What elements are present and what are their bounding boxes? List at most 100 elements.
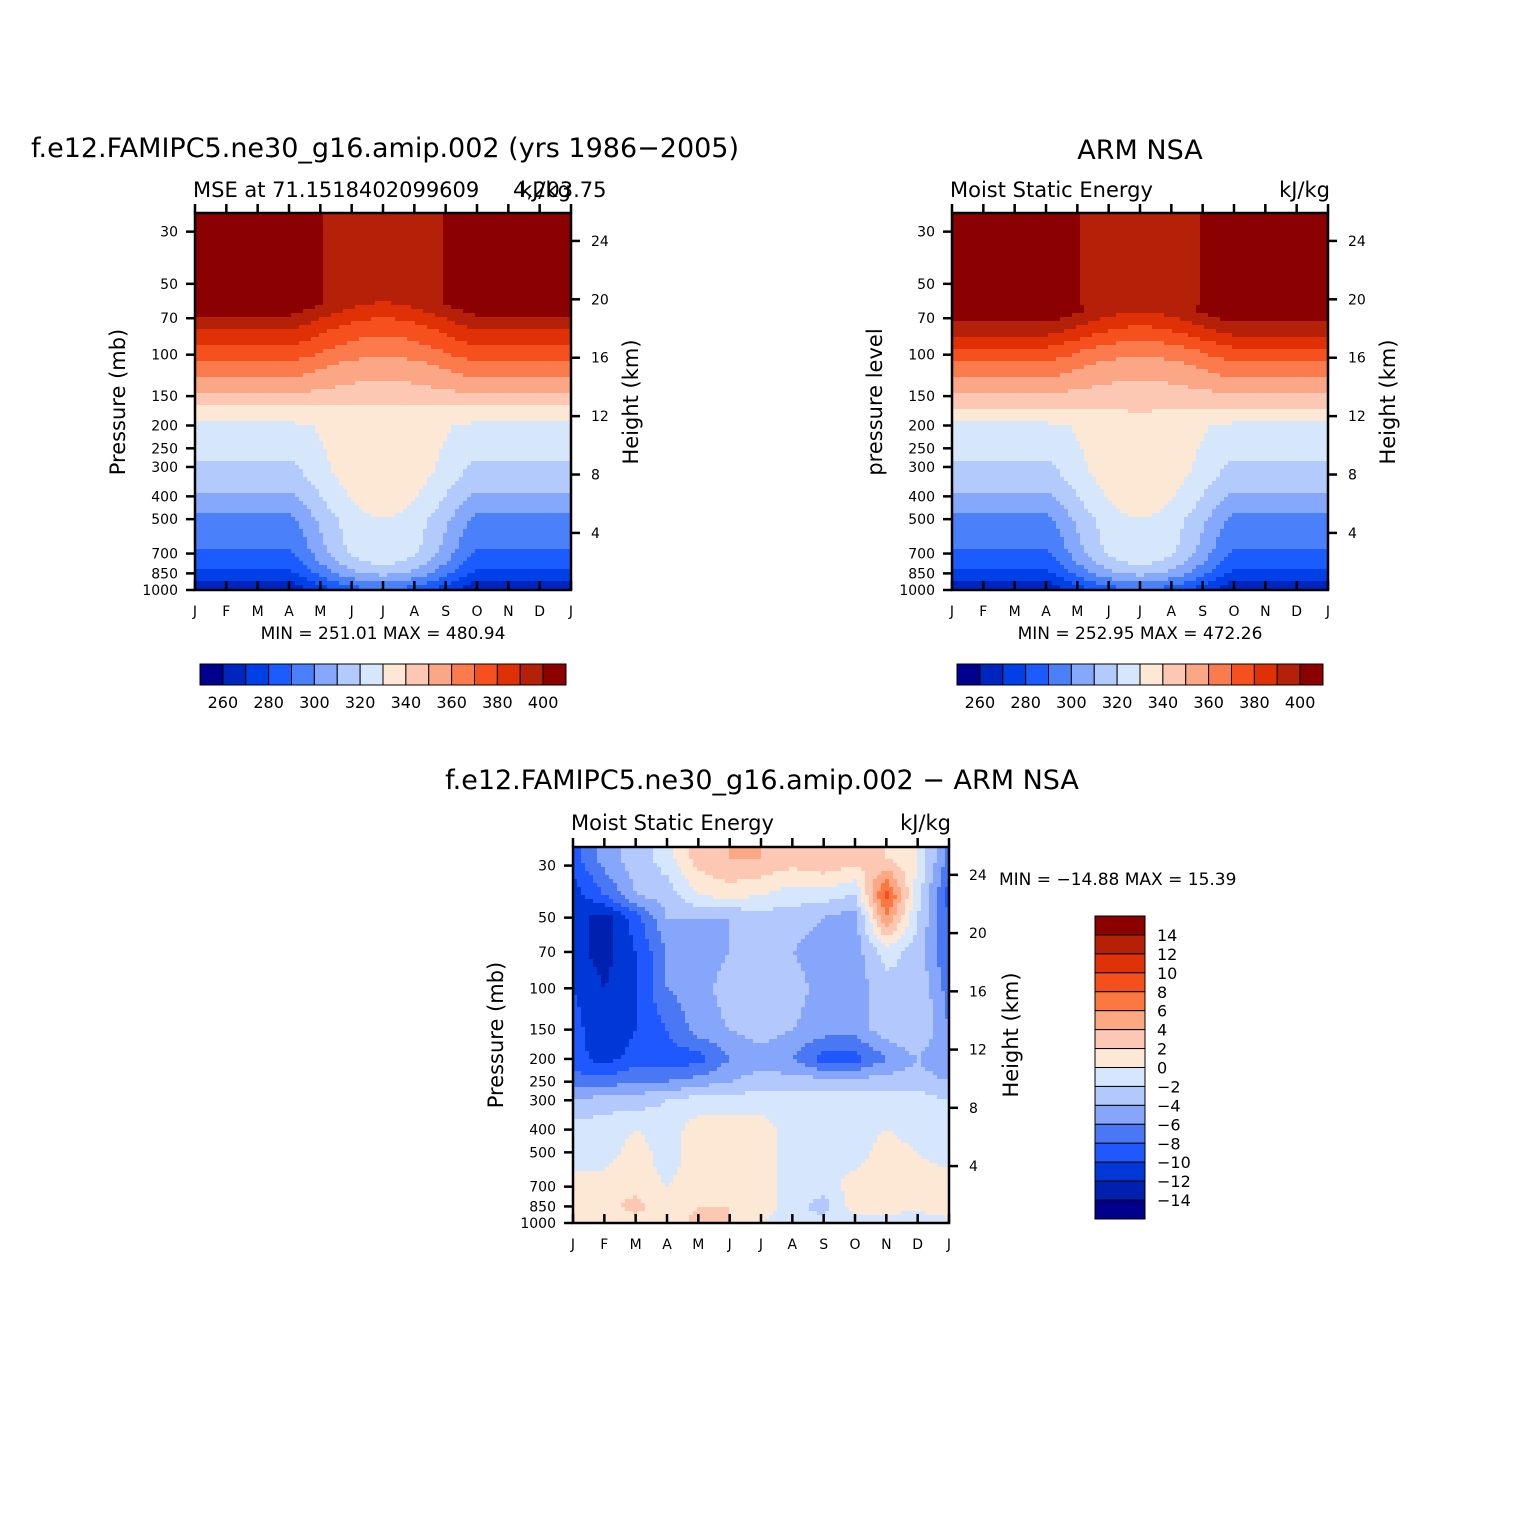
contour-cell	[379, 281, 384, 286]
contour-cell	[363, 341, 368, 346]
contour-cell	[383, 253, 388, 258]
contour-cell	[455, 213, 460, 218]
contour-cell	[283, 277, 288, 282]
contour-cell	[511, 249, 516, 254]
contour-cell	[339, 249, 344, 254]
contour-cell	[375, 297, 380, 302]
contour-cell	[243, 333, 248, 338]
panel-model-title: f.e12.FAMIPC5.ne30_g16.amip.002 (yrs 198…	[31, 133, 739, 164]
contour-cell	[219, 397, 224, 402]
contour-cell	[467, 241, 472, 246]
contour-cell	[411, 417, 416, 422]
contour-cell	[559, 237, 564, 242]
contour-cell	[499, 333, 504, 338]
contour-cell	[447, 305, 452, 310]
contour-cell	[415, 397, 420, 402]
contour-cell	[547, 317, 552, 322]
contour-cell	[375, 301, 380, 306]
contour-cell	[227, 297, 232, 302]
contour-cell	[551, 353, 556, 358]
contour-cell	[487, 405, 492, 410]
contour-cell	[503, 289, 508, 294]
contour-cell	[283, 293, 288, 298]
contour-cell	[271, 217, 276, 222]
contour-cell	[411, 253, 416, 258]
contour-cell	[247, 277, 252, 282]
contour-cell	[507, 273, 512, 278]
contour-cell	[527, 269, 532, 274]
contour-cell	[235, 281, 240, 286]
contour-cell	[559, 281, 564, 286]
contour-cell	[279, 217, 284, 222]
contour-cell	[423, 217, 428, 222]
contour-cell	[363, 237, 368, 242]
contour-cell	[311, 373, 316, 378]
contour-cell	[303, 397, 308, 402]
contour-cell	[323, 325, 328, 330]
contour-cell	[263, 321, 268, 326]
contour-cell	[243, 289, 248, 294]
contour-cell	[499, 245, 504, 250]
contour-cell	[203, 301, 208, 306]
contour-cell	[255, 273, 260, 278]
contour-cell	[495, 365, 500, 370]
contour-cell	[303, 349, 308, 354]
contour-cell	[307, 369, 312, 374]
contour-cell	[295, 393, 300, 398]
contour-cell	[219, 277, 224, 282]
contour-cell	[395, 401, 400, 406]
contour-cell	[375, 253, 380, 258]
contour-cell	[367, 417, 372, 422]
contour-cell	[451, 325, 456, 330]
contour-cell	[407, 273, 412, 278]
contour-cell	[247, 333, 252, 338]
contour-cell	[219, 249, 224, 254]
contour-cell	[495, 417, 500, 422]
contour-cell	[487, 277, 492, 282]
contour-cell	[567, 301, 571, 306]
contour-cell	[239, 337, 244, 342]
contour-cell	[323, 237, 328, 242]
contour-cell	[239, 249, 244, 254]
contour-cell	[283, 333, 288, 338]
contour-cell	[543, 401, 548, 406]
contour-cell	[199, 349, 204, 354]
contour-cell	[227, 397, 232, 402]
contour-cell	[271, 381, 276, 386]
contour-cell	[491, 381, 496, 386]
contour-cell	[515, 357, 520, 362]
contour-cell	[251, 377, 256, 382]
contour-cell	[423, 393, 428, 398]
contour-cell	[351, 285, 356, 290]
contour-cell	[199, 409, 204, 414]
contour-cell	[227, 289, 232, 294]
contour-cell	[227, 357, 232, 362]
contour-cell	[275, 257, 280, 262]
contour-cell	[271, 405, 276, 410]
contour-cell	[407, 241, 412, 246]
contour-cell	[291, 321, 296, 326]
contour-cell	[355, 261, 360, 266]
contour-cell	[487, 341, 492, 346]
contour-cell	[535, 373, 540, 378]
contour-cell	[543, 361, 548, 366]
contour-cell	[311, 317, 316, 322]
contour-cell	[303, 373, 308, 378]
contour-cell	[327, 357, 332, 362]
contour-cell	[331, 381, 336, 386]
contour-cell	[547, 365, 552, 370]
contour-cell	[283, 225, 288, 230]
contour-cell	[471, 413, 476, 418]
contour-cell	[351, 217, 356, 222]
contour-cell	[459, 305, 464, 310]
contour-cell	[351, 389, 356, 394]
contour-cell	[279, 301, 284, 306]
contour-cell	[387, 381, 392, 386]
contour-cell	[439, 221, 444, 226]
contour-cell	[395, 377, 400, 382]
contour-cell	[267, 329, 272, 334]
contour-cell	[491, 361, 496, 366]
contour-cell	[291, 293, 296, 298]
contour-cell	[415, 357, 420, 362]
contour-cell	[275, 409, 280, 414]
